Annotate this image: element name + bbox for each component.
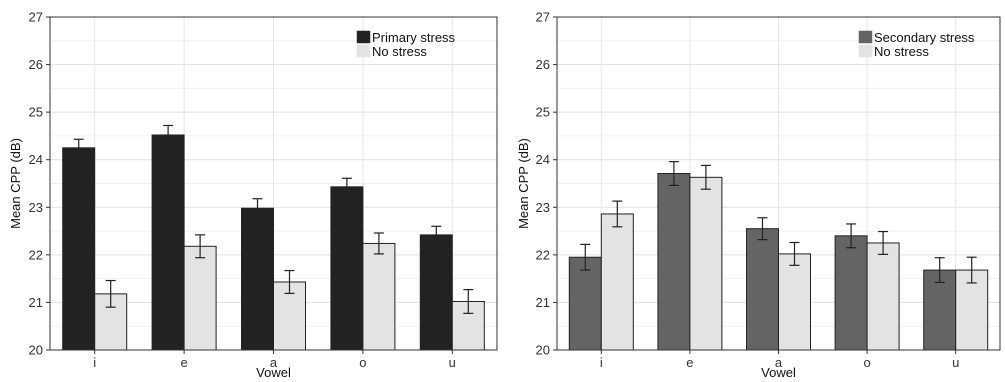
x-tick-label-o: o <box>359 355 366 370</box>
y-tick-label-20: 20 <box>536 343 550 358</box>
y-tick-label-23: 23 <box>536 200 550 215</box>
bar-no-stress-e <box>183 245 217 351</box>
x-tick-label-i: i <box>93 355 96 370</box>
y-tick-label-20: 20 <box>29 343 43 358</box>
y-tick-label-25: 25 <box>29 105 43 120</box>
legend-label-no-stress: No stress <box>874 44 929 59</box>
y-tick-label-21: 21 <box>29 295 43 310</box>
bar-secondary-stress-e <box>657 173 691 351</box>
legend-swatch-no-stress <box>356 44 371 58</box>
plot-frame <box>556 16 1001 351</box>
left-chart-panel: i e a o u 20 21 22 23 24 25 26 27 Vowel Mean CPP (dB) P… <box>8 10 498 380</box>
legend-swatch-primary-stress <box>356 30 371 44</box>
bar-secondary-stress-o <box>834 235 868 351</box>
x-tick-label-u: u <box>449 355 456 370</box>
bar-primary-stress-o <box>330 186 364 351</box>
x-tick-label-e: e <box>180 355 187 370</box>
legend-swatch-no-stress <box>858 44 873 58</box>
bar-no-stress-e <box>689 176 723 351</box>
bar-no-stress-o <box>362 242 396 351</box>
bar-primary-stress-u <box>419 234 453 351</box>
y-tick-label-21: 21 <box>536 295 550 310</box>
bar-primary-stress-e <box>151 134 185 351</box>
legend-label-secondary-stress: Secondary stress <box>874 30 975 45</box>
x-axis-title: Vowel <box>256 365 291 380</box>
y-tick-label-24: 24 <box>536 152 550 167</box>
bar-no-stress-i <box>600 213 634 351</box>
y-axis-title: Mean CPP (dB) <box>8 138 23 229</box>
y-tick-label-22: 22 <box>536 247 550 262</box>
y-tick-label-26: 26 <box>29 57 43 72</box>
x-tick-label-a: a <box>270 355 278 370</box>
plot-frame <box>49 16 498 351</box>
bar-secondary-stress-u <box>923 269 957 351</box>
right-chart-panel: i e a o u 20 21 22 23 24 25 26 27 Vowel Mean CPP (dB) S… <box>516 10 1001 380</box>
x-axis-title: Vowel <box>761 365 796 380</box>
bar-secondary-stress-i <box>568 256 602 351</box>
bar-no-stress-a <box>778 253 811 351</box>
x-tick-label-e: e <box>686 355 693 370</box>
y-tick-label-23: 23 <box>29 200 43 215</box>
x-tick-label-u: u <box>952 355 959 370</box>
y-tick-label-27: 27 <box>536 10 550 25</box>
bar-primary-stress-a <box>241 207 274 351</box>
y-tick-label-27: 27 <box>29 10 43 25</box>
y-axis-title: Mean CPP (dB) <box>516 138 531 229</box>
bar-secondary-stress-a <box>746 228 779 351</box>
x-tick-label-i: i <box>600 355 603 370</box>
legend-swatch-secondary-stress <box>858 30 873 44</box>
x-tick-label-a: a <box>775 355 783 370</box>
y-tick-label-22: 22 <box>29 247 43 262</box>
bar-no-stress-o <box>866 242 900 351</box>
y-tick-label-24: 24 <box>29 152 43 167</box>
y-tick-label-25: 25 <box>536 105 550 120</box>
legend-label-no-stress: No stress <box>372 44 427 59</box>
y-tick-label-26: 26 <box>536 57 550 72</box>
bar-primary-stress-i <box>62 147 96 351</box>
x-tick-label-o: o <box>863 355 870 370</box>
legend-label-primary-stress: Primary stress <box>372 30 456 45</box>
